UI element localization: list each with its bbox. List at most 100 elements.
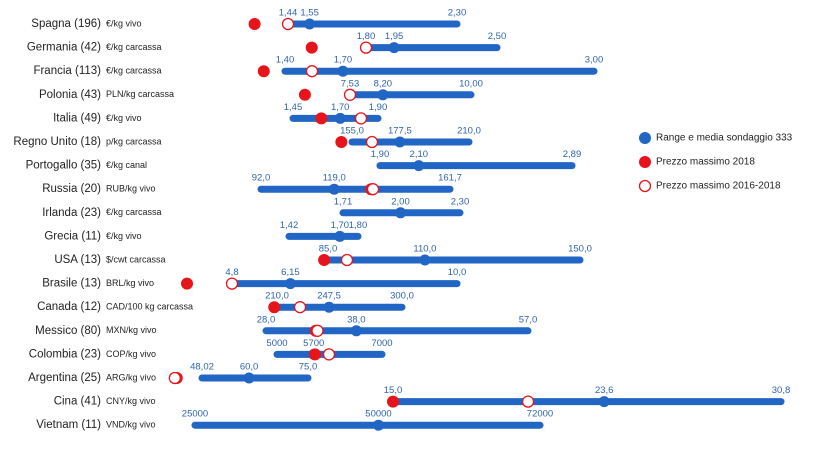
- unit-label: VND/kg vivo: [106, 420, 156, 430]
- value-label: 2,10: [410, 149, 429, 160]
- value-label: 4,8: [225, 267, 238, 278]
- unit-label: €/kg carcassa: [106, 42, 162, 52]
- country-label: Argentina (25): [28, 372, 101, 384]
- value-label: 6,15: [281, 267, 300, 278]
- value-label: 210,0: [457, 126, 481, 137]
- value-label: 1,71: [334, 196, 353, 207]
- max-2016-2018-dot: [343, 88, 357, 101]
- country-label: Irlanda (23): [42, 207, 101, 219]
- mean-dot: [328, 183, 340, 195]
- max-2018-dot: [315, 112, 328, 125]
- value-label: 5700: [303, 338, 324, 349]
- mean-dot: [337, 65, 349, 77]
- value-label: 2,00: [391, 196, 410, 207]
- value-label: 48,02: [190, 362, 214, 373]
- value-label: 247,5: [317, 291, 341, 302]
- max-2016-2018-dot: [340, 253, 354, 267]
- max-2016-2018-dot: [281, 17, 295, 31]
- legend-swatch: [639, 132, 651, 144]
- unit-label: RUB/kg vivo: [106, 184, 156, 194]
- unit-label: €/kg vivo: [106, 18, 142, 28]
- country-label: Vietnam (11): [36, 419, 101, 431]
- value-label: 1,80: [357, 31, 376, 42]
- value-label: 85,0: [319, 244, 338, 255]
- country-label: Regno Unito (18): [13, 136, 101, 148]
- value-label: 10,00: [459, 78, 483, 89]
- value-label: 1,55: [300, 8, 319, 19]
- legend-swatch: [639, 156, 651, 168]
- mean-dot: [394, 136, 406, 148]
- country-label: Russia (20): [42, 183, 101, 195]
- value-label: 50000: [365, 409, 391, 420]
- mean-dot: [373, 419, 385, 431]
- value-label: 110,0: [413, 244, 436, 255]
- mean-dot: [598, 396, 610, 408]
- unit-label: PLN/kg carcassa: [106, 89, 174, 99]
- value-label: 10,0: [448, 267, 467, 278]
- max-2018-dot: [309, 348, 322, 361]
- value-label: 72000: [527, 409, 553, 420]
- value-label: 2,30: [451, 196, 470, 207]
- value-label: 300,0: [390, 291, 414, 302]
- value-label: 7,53: [341, 78, 360, 89]
- max-2016-2018-dot: [354, 112, 368, 125]
- mean-dot: [388, 42, 400, 54]
- mean-dot: [377, 89, 389, 101]
- value-label: 1,90: [371, 149, 390, 160]
- country-label: Cina (41): [54, 396, 101, 408]
- max-2018-dot: [335, 136, 348, 148]
- max-2016-2018-dot: [305, 65, 319, 78]
- value-label: 2,30: [448, 8, 467, 19]
- max-2016-2018-dot: [365, 135, 379, 149]
- country-label: Colombia (23): [29, 348, 101, 360]
- value-label: 1,70: [331, 102, 350, 113]
- mean-dot: [395, 207, 407, 219]
- value-label: 2,50: [488, 31, 507, 42]
- max-2018-dot: [257, 65, 270, 78]
- value-label: 177,5: [388, 126, 412, 137]
- max-2016-2018-dot: [225, 277, 239, 290]
- value-label: 1,40: [276, 55, 295, 66]
- mean-dot: [243, 372, 255, 384]
- unit-label: CAD/100 kg carcassa: [106, 302, 193, 312]
- max-2018-dot: [305, 41, 318, 54]
- max-2018-dot: [248, 18, 261, 30]
- unit-label: €/kg carcassa: [106, 207, 162, 217]
- value-label: 1,70: [331, 220, 350, 231]
- value-label: 1,80: [349, 220, 368, 231]
- country-label: Messico (80): [35, 325, 101, 337]
- country-label: Brasile (13): [42, 278, 101, 290]
- mean-dot: [284, 278, 296, 290]
- country-label: Grecia (11): [44, 230, 101, 242]
- value-label: 38,0: [347, 314, 366, 325]
- mean-dot: [334, 112, 346, 124]
- unit-label: CNY/kg vivo: [106, 396, 156, 406]
- value-label: 23,6: [595, 385, 614, 396]
- value-label: 1,70: [334, 55, 353, 66]
- country-label: USA (13): [54, 254, 101, 266]
- value-label: 155,0: [340, 126, 364, 137]
- value-label: 150,0: [568, 244, 592, 255]
- value-label: 60,0: [240, 362, 259, 373]
- value-label: 8,20: [374, 78, 393, 89]
- value-label: 75,0: [299, 362, 318, 373]
- max-2016-2018-dot: [521, 395, 535, 408]
- max-2018-dot: [181, 277, 193, 290]
- value-label: 161,7: [438, 173, 462, 184]
- value-label: 1,42: [280, 220, 299, 231]
- value-label: 25000: [182, 409, 208, 420]
- value-label: 92,0: [252, 173, 271, 184]
- max-2018-dot: [268, 301, 281, 314]
- country-label: Francia (113): [33, 65, 101, 77]
- unit-label: MXN/kg vivo: [106, 325, 157, 335]
- value-label: 1,45: [284, 102, 303, 113]
- unit-label: BRL/kg vivo: [106, 278, 154, 288]
- legend-label: Range e media sondaggio 333: [656, 133, 793, 144]
- max-2018-dot: [318, 254, 331, 266]
- unit-label: COP/kg vivo: [106, 349, 156, 359]
- mean-dot: [334, 230, 346, 242]
- country-label: Italia (49): [53, 112, 101, 124]
- mean-dot: [350, 325, 362, 337]
- legend-swatch: [638, 179, 652, 193]
- country-label: Germania (42): [27, 42, 101, 54]
